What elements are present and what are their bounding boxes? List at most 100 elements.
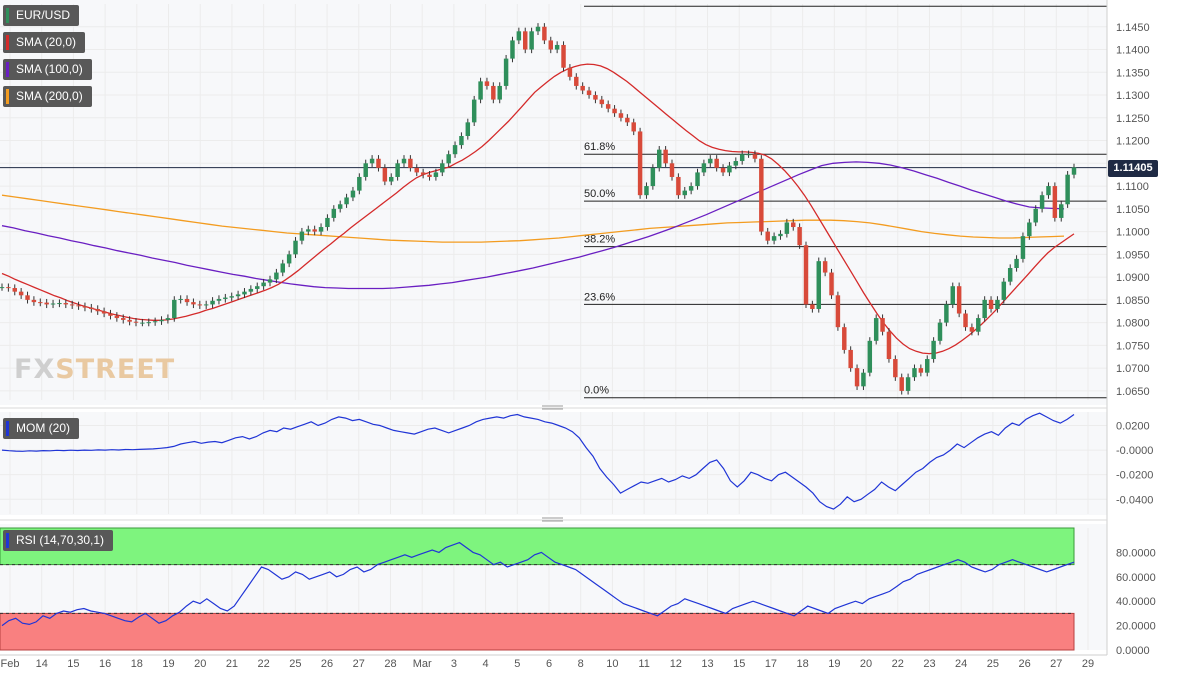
legend-momentum[interactable]: MOM (20) [3,418,79,439]
candle-body [1014,258,1019,268]
candle-body [350,190,356,198]
time-tick-label: 13 [701,658,713,670]
candle-body [663,149,668,164]
pane-resize-handle-2[interactable] [542,517,563,522]
momentum-swatch [6,421,9,436]
candle-body [1007,268,1013,282]
candle-body [25,295,30,300]
price-pane-bg [0,0,1107,405]
candle-body [146,322,151,324]
time-tick-label: 14 [36,658,48,670]
candle-body [12,288,17,292]
price-tick-label: 1.0950 [1116,249,1150,261]
legend-sma-100[interactable]: SMA (100,0) [3,59,92,80]
time-tick-label: 11 [638,658,649,670]
candle-body [893,359,898,378]
candle-body [937,322,943,341]
candle-body [497,85,502,100]
candle-body [401,158,407,164]
candle-body [848,349,853,369]
candle-body [325,217,330,228]
time-tick-label: 4 [483,658,489,670]
price-tick-label: 1.1200 [1116,136,1150,148]
candle-body [210,300,215,305]
candle-body [63,303,69,305]
candle-body [293,240,298,255]
time-tick-label: 6 [546,658,552,670]
candle-body [1059,204,1064,218]
candle-body [1001,281,1007,300]
time-tick-label: Mar [413,658,432,670]
legend-rsi[interactable]: RSI (14,70,30,1) [3,530,114,551]
time-tick-label: 19 [162,658,174,670]
candle-body [242,291,247,295]
candle-body [925,359,930,373]
candle-body [561,44,566,68]
candle-body [650,167,656,187]
candle-body [6,287,11,289]
time-tick-label: 22 [258,658,270,670]
candle-body [516,31,522,41]
candle-body [791,222,796,228]
candle-body [733,161,739,166]
candle-body [133,321,139,323]
fib-level-label: 61.8% [584,141,615,153]
candle-body [178,298,183,300]
candle-body [203,304,209,306]
candle-body [1046,186,1051,196]
momentum-tick-label: -0.0000 [1116,445,1153,457]
candle-body [720,167,726,173]
candle-body [223,297,228,299]
candle-body [535,26,541,32]
candle-body [873,318,879,341]
candle-body [580,85,585,91]
time-tick-label: Feb [1,658,20,670]
candle-body [739,154,745,162]
time-tick-label: 19 [828,658,840,670]
candle-body [38,302,43,304]
candle-body [899,377,904,391]
price-tick-label: 1.1350 [1116,67,1150,79]
candle-body [886,331,892,360]
candle-body [140,322,145,324]
time-tick-label: 3 [451,658,457,670]
candle-body [765,231,770,241]
legend-sma-20[interactable]: SMA (20,0) [3,32,86,53]
candle-body [191,302,196,305]
candle-body [612,108,617,114]
rsi-line [1,541,1075,627]
legend-sma-200[interactable]: SMA (200,0) [3,86,92,107]
candle-body [944,304,949,323]
fxstreet-logo: FXSTREET [14,354,175,385]
logo-fx: FX [14,354,56,385]
fib-level-label: 50.0% [584,188,615,200]
candle-body [286,254,292,264]
candle-body [172,299,177,319]
price-tick-label: 1.0850 [1116,295,1150,307]
pane-resize-handle-1[interactable] [542,405,563,410]
candle-body [708,158,713,164]
candle-body [523,31,528,50]
candle-body [389,176,394,182]
candle-body [433,172,439,177]
candle-body [982,299,987,319]
legend-symbol[interactable]: EUR/USD [3,5,80,26]
momentum-line [1,412,1075,510]
time-tick-label: 21 [226,658,238,670]
sma-20-line [1,63,1075,355]
candle-body [797,227,802,246]
candle-body [459,136,464,146]
candle-body [867,340,873,373]
fib-level-label: 38.2% [584,234,615,246]
sma20-label: SMA (20,0) [16,35,77,49]
candle-body [593,95,598,100]
moving-averages [1,63,1075,355]
sma-100-line [1,161,1065,290]
candle-body [121,318,126,320]
time-tick-label: 29 [1082,658,1094,670]
time-tick-label: 8 [578,658,584,670]
candle-body [344,197,349,205]
candle-body [586,90,592,96]
